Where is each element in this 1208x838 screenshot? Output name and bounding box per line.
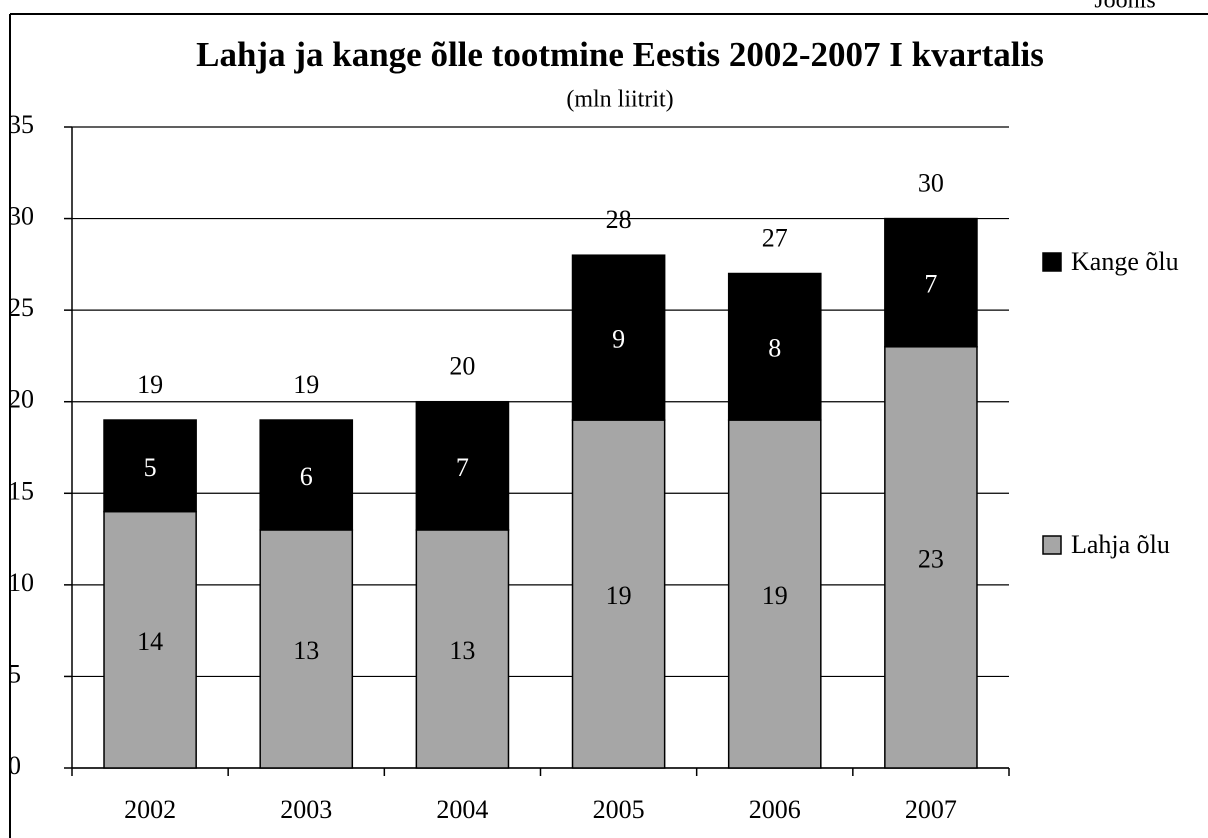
- segment-label: 14: [137, 627, 163, 656]
- legend-label: Lahja õlu: [1071, 530, 1170, 559]
- segment-label: 8: [768, 334, 781, 363]
- bar-segment: [415, 400, 510, 531]
- bar-segment: [259, 419, 354, 531]
- y-tick-label: 5: [8, 659, 21, 688]
- segment-label: 6: [300, 462, 313, 491]
- bar-segment: [103, 510, 197, 769]
- segment-label: 19: [606, 581, 632, 610]
- y-tick-label: 30: [8, 202, 34, 231]
- x-tick-label: 2006: [749, 795, 801, 824]
- segment-label: 5: [144, 453, 157, 482]
- y-tick-label: 0: [8, 751, 21, 780]
- total-label: 19: [293, 370, 319, 399]
- segment-label: 13: [293, 636, 319, 665]
- bar-segment: [727, 272, 822, 421]
- x-tick-label: 2004: [436, 795, 488, 824]
- total-label: 30: [918, 169, 944, 198]
- y-tick-label: 25: [8, 293, 34, 322]
- segment-label: 9: [612, 325, 625, 354]
- total-label: 19: [137, 370, 163, 399]
- segment-label: 13: [449, 636, 475, 665]
- bar-segment: [571, 419, 666, 769]
- figure-label: Joonis: [1094, 0, 1155, 14]
- bar-segment: [571, 254, 666, 421]
- y-tick-label: 10: [8, 568, 34, 597]
- bar-segment: [103, 419, 197, 513]
- segment-label: 19: [762, 581, 788, 610]
- bar-segment: [884, 346, 978, 769]
- total-label: 27: [762, 223, 788, 252]
- x-tick-label: 2002: [124, 795, 176, 824]
- chart-subtitle: (mln liitrit): [566, 87, 673, 113]
- y-tick-label: 20: [8, 385, 34, 414]
- x-tick-label: 2005: [593, 795, 645, 824]
- y-tick-label: 35: [8, 110, 34, 139]
- bar-segment: [415, 529, 510, 769]
- legend-swatch: [1042, 535, 1062, 555]
- bar-segment: [884, 217, 978, 348]
- segment-label: 7: [456, 453, 469, 482]
- x-tick-label: 2007: [905, 795, 957, 824]
- legend-swatch: [1042, 252, 1062, 272]
- segment-label: 23: [918, 544, 944, 573]
- legend-label: Kange õlu: [1071, 247, 1179, 276]
- total-label: 20: [449, 352, 475, 381]
- bar-segment: [259, 529, 354, 769]
- total-label: 28: [606, 205, 632, 234]
- bar-segment: [727, 419, 822, 769]
- segment-label: 7: [924, 270, 937, 299]
- x-tick-label: 2003: [280, 795, 332, 824]
- y-tick-label: 15: [8, 476, 34, 505]
- chart-title: Lahja ja kange õlle tootmine Eestis 2002…: [196, 35, 1044, 74]
